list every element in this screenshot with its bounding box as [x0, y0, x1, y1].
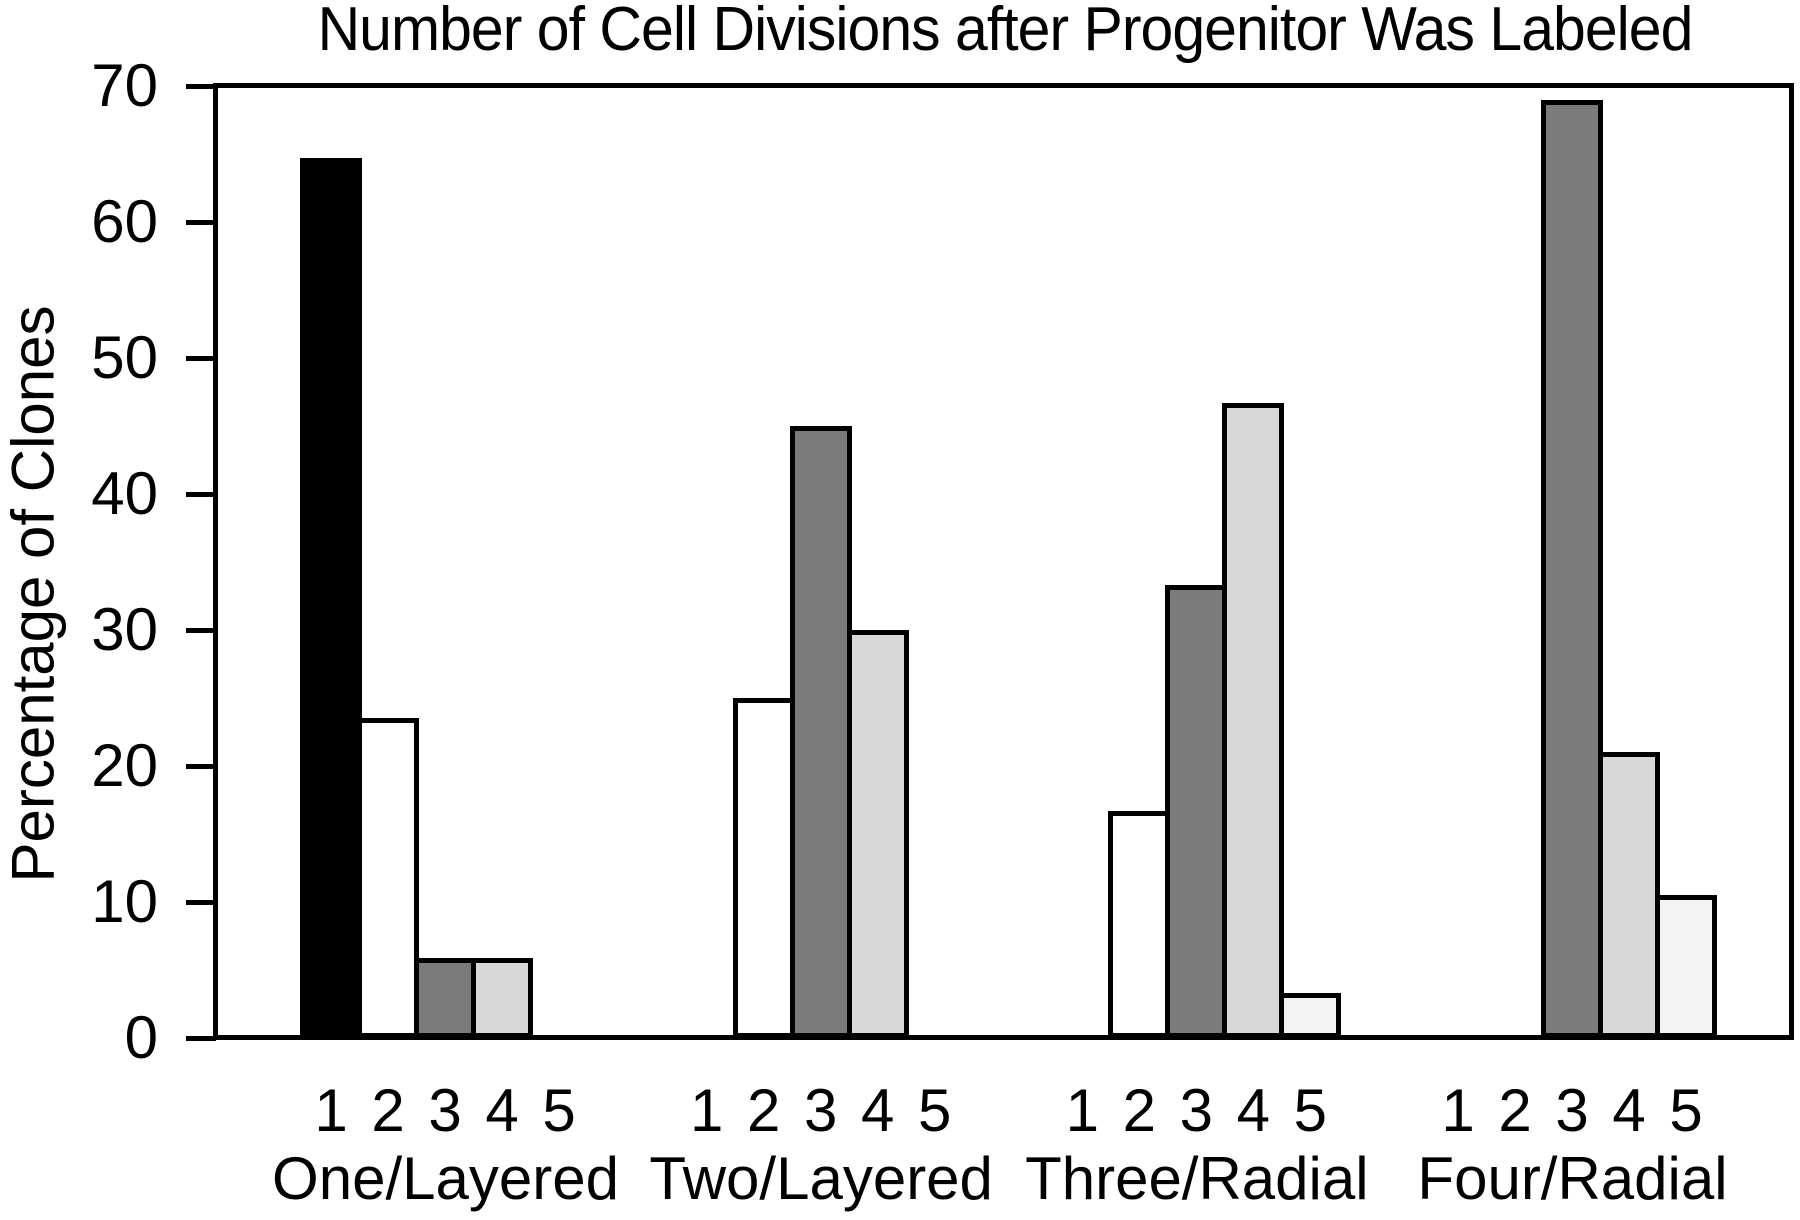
plot-area: [213, 83, 1794, 1040]
x-tick-label-three-radial-4: 4: [1236, 1077, 1271, 1144]
x-tick-label-one-layered-1: 1: [314, 1077, 348, 1144]
x-tick-label-four-radial-1: 1: [1441, 1077, 1475, 1144]
bar-one-layered-division-3: [414, 958, 476, 1038]
x-tick-label-four-radial-3: 3: [1555, 1077, 1589, 1144]
group-label-three-radial: Three/Radial: [1025, 1145, 1369, 1212]
y-tick-label-40: 40: [91, 460, 158, 527]
y-tick-mark-60: [186, 219, 216, 225]
y-tick-label-60: 60: [91, 188, 158, 255]
group-label-four-radial: Four/Radial: [1417, 1145, 1728, 1212]
x-tick-label-two-layered-1: 1: [689, 1077, 724, 1144]
bar-three-radial-division-5: [1279, 993, 1342, 1038]
x-tick-label-four-radial-4: 4: [1612, 1077, 1646, 1144]
y-tick-label-20: 20: [91, 732, 158, 799]
bar-two-layered-division-3: [789, 426, 852, 1038]
x-tick-label-one-layered-3: 3: [428, 1077, 462, 1144]
y-tick-mark-70: [186, 83, 216, 89]
y-tick-mark-50: [186, 355, 216, 361]
group-label-two-layered: Two/Layered: [649, 1145, 993, 1212]
x-tick-label-two-layered-3: 3: [803, 1077, 838, 1144]
y-tick-label-10: 10: [91, 868, 158, 935]
x-tick-label-two-layered-2: 2: [746, 1077, 781, 1144]
bar-three-radial-division-2: [1108, 811, 1171, 1038]
bar-one-layered-division-2: [357, 718, 419, 1038]
x-tick-label-four-radial-5: 5: [1669, 1077, 1703, 1144]
y-tick-mark-0: [186, 1035, 216, 1041]
x-tick-label-one-layered-4: 4: [485, 1077, 519, 1144]
x-tick-label-four-radial-2: 2: [1498, 1077, 1532, 1144]
x-tick-label-two-layered-4: 4: [860, 1077, 895, 1144]
bar-four-radial-division-3: [1541, 100, 1603, 1038]
y-tick-mark-20: [186, 763, 216, 769]
bar-two-layered-division-2: [732, 698, 795, 1038]
y-tick-label-50: 50: [91, 324, 158, 391]
x-tick-label-three-radial-5: 5: [1293, 1077, 1328, 1144]
chart-title: Number of Cell Divisions after Progenito…: [317, 0, 1694, 64]
y-tick-label-70: 70: [91, 52, 158, 119]
bar-four-radial-division-4: [1598, 752, 1660, 1038]
x-tick-label-three-radial-1: 1: [1065, 1077, 1100, 1144]
x-tick-label-three-radial-3: 3: [1179, 1077, 1214, 1144]
bar-three-radial-division-4: [1222, 403, 1285, 1038]
y-tick-mark-10: [186, 899, 216, 905]
y-tick-mark-40: [186, 491, 216, 497]
x-tick-label-three-radial-2: 2: [1122, 1077, 1157, 1144]
x-tick-label-one-layered-5: 5: [542, 1077, 576, 1144]
bar-one-layered-division-4: [471, 958, 533, 1038]
x-tick-label-one-layered-2: 2: [371, 1077, 405, 1144]
bar-four-radial-division-5: [1655, 895, 1717, 1038]
bar-two-layered-division-4: [846, 630, 909, 1038]
x-tick-label-two-layered-5: 5: [917, 1077, 952, 1144]
y-tick-mark-30: [186, 627, 216, 633]
bar-one-layered-division-1: [300, 158, 362, 1038]
group-label-one-layered: One/Layered: [272, 1145, 619, 1212]
y-tick-label-0: 0: [124, 1004, 158, 1071]
bar-three-radial-division-3: [1165, 585, 1228, 1038]
y-tick-label-30: 30: [91, 596, 158, 663]
